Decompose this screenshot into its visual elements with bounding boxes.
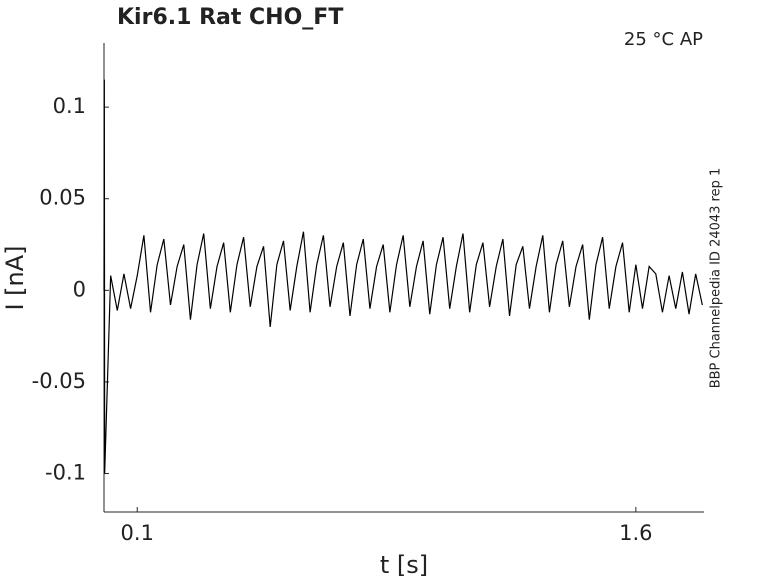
- y-tick-label: 0: [73, 277, 86, 301]
- annotation: 25 °C AP: [624, 29, 703, 50]
- y-tick-label: 0.1: [53, 94, 86, 118]
- x-axis-label: t [s]: [380, 551, 428, 579]
- side-note: BBP Channelpedia ID 24043 rep 1: [709, 168, 724, 389]
- x-tick-label: 1.6: [619, 521, 652, 545]
- trace: [103, 79, 703, 474]
- y-axis-label: I [nA]: [1, 245, 29, 310]
- x-tick-label: 0.1: [121, 521, 154, 545]
- chart-title: Kir6.1 Rat CHO_FT: [117, 5, 343, 30]
- y-tick-label: -0.1: [45, 461, 86, 485]
- y-tick-label: -0.05: [32, 369, 86, 393]
- y-tick-label: 0.05: [39, 186, 86, 210]
